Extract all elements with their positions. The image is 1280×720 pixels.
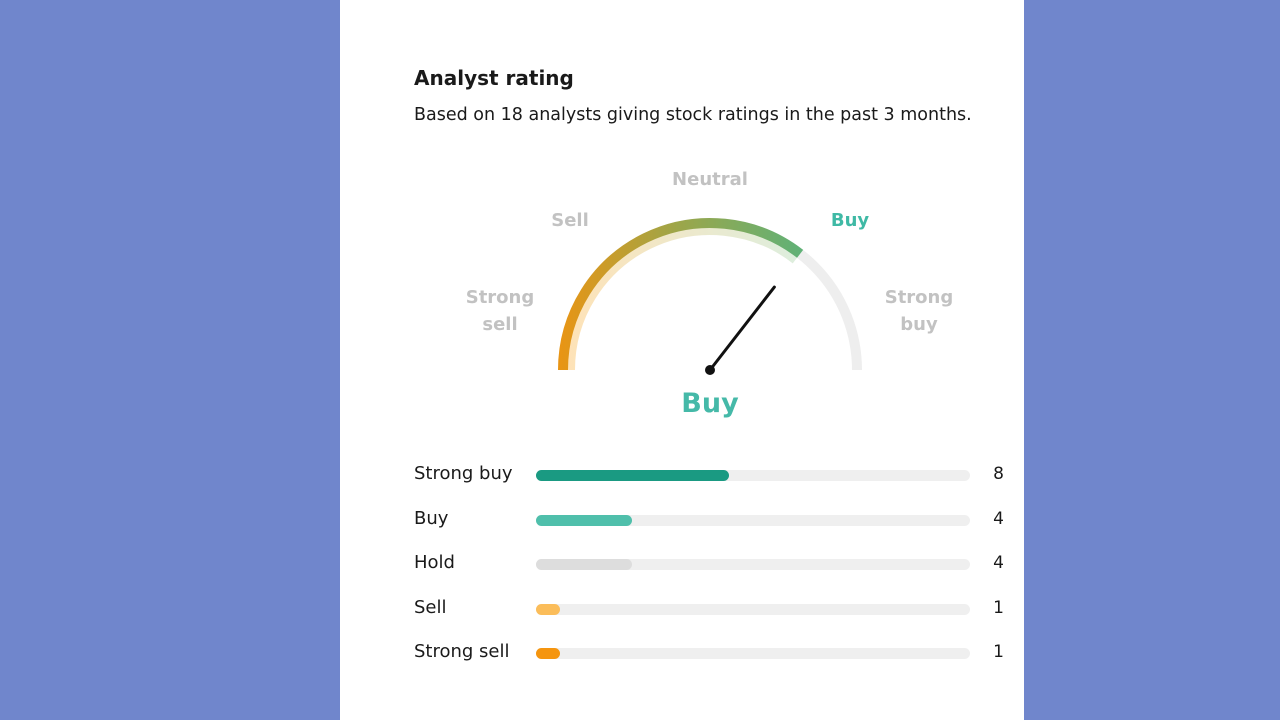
rating-count-sell: 1 — [993, 597, 1004, 618]
rating-bar-fill-sell — [536, 603, 561, 615]
card-title: Analyst rating — [414, 66, 574, 90]
analyst-rating-card: Analyst rating Based on 18 analysts givi… — [340, 0, 1024, 720]
gauge-label-buy: Buy — [830, 210, 870, 231]
rating-count-buy: 4 — [993, 508, 1004, 529]
rating-bar-fill-strong-buy — [536, 470, 729, 481]
rating-label-strong-buy: Strong buy — [414, 463, 513, 484]
gauge-label-strong-buy: Strong buy — [884, 287, 954, 335]
rating-verdict: Buy — [681, 388, 739, 419]
rating-bar-track-sell — [536, 603, 970, 615]
gauge-needle — [708, 285, 776, 372]
gauge-label-sell: Sell — [551, 210, 589, 231]
rating-bar-track-buy — [536, 514, 970, 526]
rating-gauge — [558, 218, 862, 375]
rating-count-strong-sell: 1 — [993, 642, 1004, 662]
rating-label-strong-sell: Strong sell — [414, 641, 510, 662]
rating-label-hold: Hold — [414, 552, 455, 573]
rating-count-hold: 4 — [993, 553, 1004, 573]
gauge-needle-hub — [705, 365, 715, 375]
rating-count-strong-buy: 8 — [993, 464, 1004, 484]
gauge-inner-fill — [565, 225, 799, 371]
rating-bar-track-hold — [536, 559, 970, 570]
gauge-value-arc — [558, 218, 804, 371]
rating-label-sell: Sell — [414, 596, 447, 618]
gauge-label-neutral: Neutral — [672, 169, 748, 190]
rating-bar-track-strong-sell — [536, 648, 970, 659]
rating-label-buy: Buy — [414, 507, 449, 529]
gauge-label-strong-sell: Strong sell — [465, 287, 535, 335]
rating-bar-fill-buy — [536, 514, 633, 526]
rating-bar-fill-hold — [536, 559, 633, 570]
gauge-track — [558, 218, 862, 371]
rating-bar-fill-strong-sell — [536, 648, 561, 659]
card-subtitle: Based on 18 analysts giving stock rating… — [414, 105, 972, 125]
rating-bar-track-strong-buy — [536, 470, 970, 481]
